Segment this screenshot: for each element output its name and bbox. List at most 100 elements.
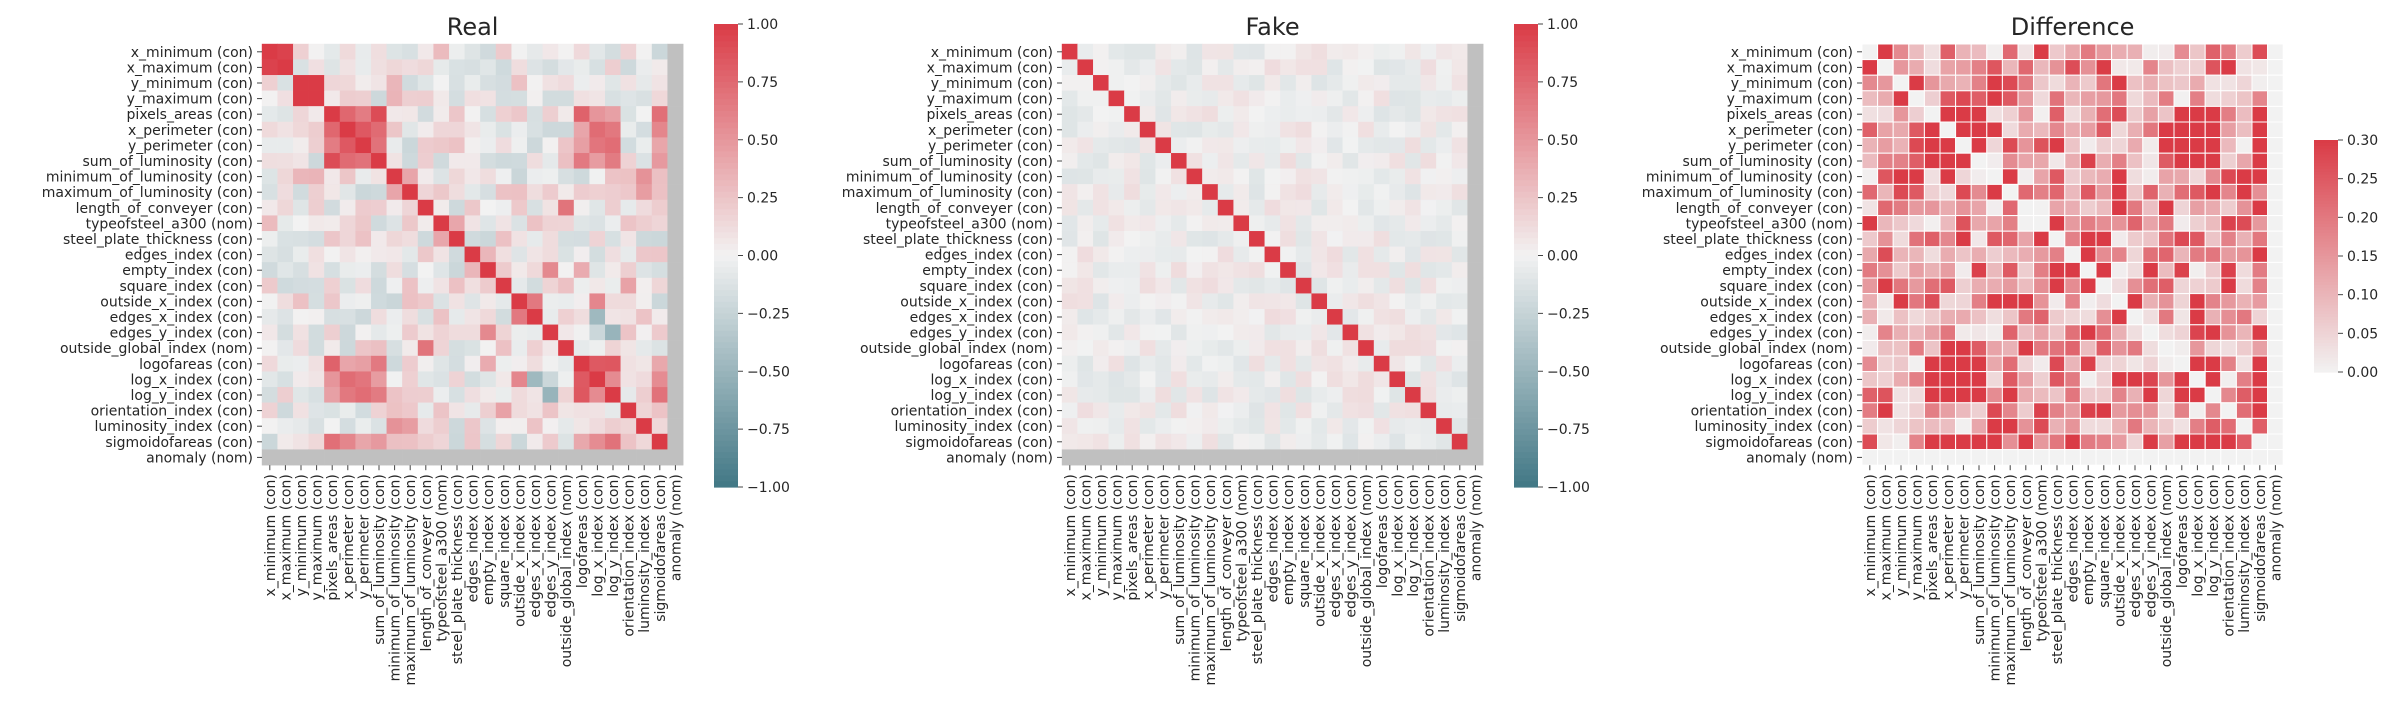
heatmap-cell <box>1955 339 1972 357</box>
heatmap-cell <box>527 293 544 310</box>
heatmap-cell <box>355 168 372 185</box>
heatmap-cell <box>1451 402 1468 419</box>
heatmap-cell <box>1467 43 1484 60</box>
heatmap-cell <box>1970 293 1988 310</box>
heatmap-cell <box>1420 43 1437 60</box>
y-tick-label: empty_index (con) <box>122 263 253 279</box>
heatmap-cell <box>511 402 528 419</box>
heatmap-cell <box>1326 309 1343 326</box>
heatmap-cell <box>1986 339 2003 357</box>
heatmap-cell <box>1217 309 1234 326</box>
heatmap-cell <box>339 152 356 169</box>
heatmap-cell <box>1077 433 1094 450</box>
heatmap-cell <box>495 230 512 247</box>
heatmap-cell <box>1358 59 1375 76</box>
heatmap-cell <box>293 262 310 279</box>
heatmap-cell <box>1155 246 1172 263</box>
colorbar-segment <box>1514 238 1538 245</box>
heatmap-cell <box>1139 168 1156 185</box>
heatmap-cell <box>480 106 497 123</box>
heatmap-cell <box>1955 261 1972 279</box>
heatmap-cell <box>1451 121 1468 138</box>
heatmap-cell <box>605 215 622 232</box>
heatmap-cell <box>1389 137 1406 154</box>
heatmap-cell <box>1311 152 1328 169</box>
heatmap-cell <box>2189 261 2206 279</box>
heatmap-cell <box>1061 230 1078 247</box>
colorbar-tick-label: 0.05 <box>2347 326 2378 342</box>
heatmap-cell <box>261 402 278 419</box>
heatmap-cell <box>1861 261 1879 279</box>
colorbar-segment <box>2314 258 2338 263</box>
heatmap-cell <box>433 340 450 357</box>
heatmap-cell <box>1139 215 1156 232</box>
heatmap-cell <box>464 449 481 466</box>
heatmap-cell <box>1202 43 1219 60</box>
heatmap-cell <box>1233 90 1250 107</box>
x-tick-label: log_y_index (con) <box>606 474 622 596</box>
heatmap-cell <box>511 168 528 185</box>
heatmap-cell <box>308 340 325 357</box>
colorbar-segment <box>714 423 738 430</box>
heatmap-cell <box>1955 371 1972 388</box>
heatmap-cell <box>1389 74 1406 91</box>
heatmap-cell <box>527 74 544 91</box>
heatmap-cell <box>1124 43 1141 60</box>
colorbar-segment <box>2314 369 2338 373</box>
heatmap-cell <box>1877 246 1894 263</box>
heatmap-cell <box>2001 152 2019 170</box>
heatmap-cell <box>2267 90 2284 107</box>
heatmap-cell <box>2095 43 2113 61</box>
heatmap-cell <box>1451 137 1468 154</box>
colorbar-tick-label: 0.15 <box>2347 249 2378 265</box>
chart-title: Difference <box>2011 13 2135 41</box>
heatmap-cell <box>2142 121 2159 139</box>
heatmap-cell <box>449 402 466 419</box>
heatmap-cell <box>1280 184 1297 201</box>
colorbar-segment <box>1514 162 1538 170</box>
colorbar-segment <box>1514 116 1538 123</box>
heatmap-cell <box>2033 386 2050 404</box>
heatmap-cell <box>1124 324 1141 341</box>
colorbar-segment <box>2314 169 2338 173</box>
heatmap-cell <box>339 199 356 216</box>
heatmap-cell <box>1233 168 1250 185</box>
heatmap-cell <box>2142 355 2159 373</box>
heatmap-cell <box>2189 277 2206 295</box>
heatmap-cell <box>2251 137 2269 154</box>
heatmap-cell <box>2204 371 2222 388</box>
x-tick-label: x_perimeter (con) <box>341 474 357 599</box>
heatmap-cell <box>2220 43 2237 61</box>
heatmap-cell <box>620 152 637 169</box>
heatmap-cell <box>2126 417 2144 435</box>
heatmap-cell <box>324 152 341 169</box>
heatmap-cell <box>261 309 278 326</box>
heatmap-cell <box>2001 43 2019 61</box>
heatmap-cell <box>2033 230 2050 248</box>
colorbar-segment <box>2314 151 2338 156</box>
heatmap-cell <box>2033 308 2050 326</box>
heatmap-cell <box>1955 137 1972 154</box>
heatmap-cell <box>261 262 278 279</box>
heatmap-cell <box>2204 43 2222 61</box>
colorbar-segment <box>2314 142 2338 147</box>
heatmap-cell <box>1295 262 1312 279</box>
heatmap-cell <box>2048 261 2066 279</box>
colorbar-segment <box>1514 313 1538 320</box>
heatmap-cell <box>589 387 606 404</box>
heatmap-cell <box>1939 168 1957 185</box>
heatmap-cell <box>1877 199 1894 217</box>
heatmap-cell <box>667 371 684 388</box>
heatmap-cell <box>1124 59 1141 76</box>
heatmap-cell <box>402 168 419 185</box>
heatmap-cell <box>2251 199 2269 217</box>
heatmap-cell <box>2095 449 2113 466</box>
heatmap-cell <box>1342 184 1359 201</box>
heatmap-cell <box>2017 417 2035 435</box>
heatmap-cell <box>1892 371 1910 388</box>
y-tick-label: x_maximum (con) <box>1727 60 1853 76</box>
heatmap-cell <box>308 152 325 169</box>
heatmap-cell <box>1923 355 1941 373</box>
heatmap-cell <box>1861 105 1879 123</box>
heatmap-cell <box>1939 59 1957 76</box>
